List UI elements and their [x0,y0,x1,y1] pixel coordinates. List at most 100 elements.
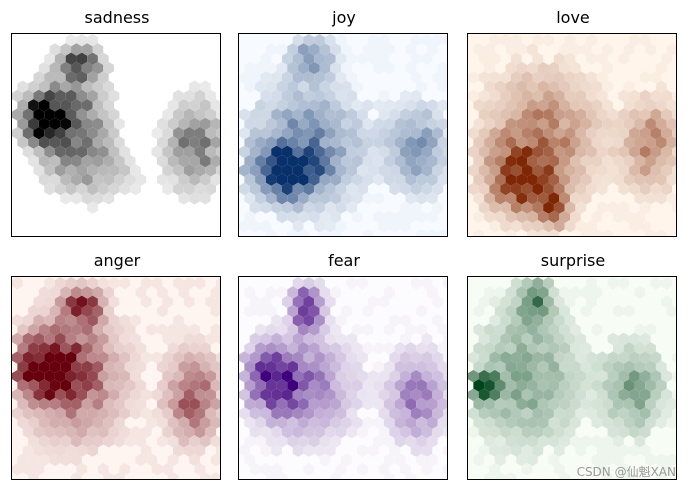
hexbin-cell [60,61,72,75]
hexbin-cell [38,435,50,448]
hexbin-cell [478,332,490,346]
hexbin-cell [346,201,358,214]
hexbin-cell [244,304,256,318]
hexbin-cell [28,304,39,318]
hexbin-cell [607,108,619,121]
hexbin-cell [205,145,217,158]
hexbin-cell [478,351,490,364]
hexbin-cell [92,173,104,186]
hexbin-cell [335,52,347,65]
hexbin-cell [389,407,401,420]
hexbin-cell [135,453,147,467]
hexbin-cell [271,407,282,420]
hexbin-cell [548,397,560,411]
hexbin-cell [49,136,61,149]
hexbin-cell [183,108,195,121]
hexbin-cell [510,351,522,364]
hexbin-cell [432,71,444,84]
hexbin-cell [607,277,619,290]
hexbin-cell [618,182,630,196]
hexbin-cell [119,164,131,177]
hexbin-cell [521,201,533,214]
hexbin-cell [405,379,417,392]
hexbin-cell [548,99,560,112]
hexbin-cell [505,435,517,448]
hexbin-cell [49,379,61,392]
hexbin-cell [416,453,427,467]
hexbin-cell [33,89,45,103]
hexbin-cell [260,127,272,140]
hexbin-cell [103,379,115,392]
hexbin-cell [97,370,109,383]
hexbin-cell [108,127,120,140]
hexbin-cell [292,52,304,65]
hexbin-cell [602,117,613,131]
hexbin-cell [12,351,23,364]
hexbin-cell [400,127,411,140]
hexbin-cell [76,388,88,401]
hexbin-cell [346,332,358,346]
hexbin-cell [378,370,390,383]
hexbin-cell [65,425,77,439]
hexbin-cell [162,332,174,346]
hexbin-cell [156,173,168,186]
hexbin-cell [575,201,587,214]
hexbin-cell [373,136,384,149]
hexbin-cell [639,425,651,439]
hexbin-cell [140,295,152,308]
hexbin-cell [484,210,495,224]
hexbin-cell [383,379,395,392]
hexbin-cell [298,173,309,186]
hexbin-cell [437,416,447,429]
hexbin-cell [629,444,640,457]
hexbin-cell [298,229,309,236]
hexbin-cell [298,304,309,318]
hexbin-cell [189,80,200,93]
hexbin-cell [22,108,34,121]
hexbin-cell [276,397,288,411]
hexbin-cell [416,192,427,205]
hexbin-cell [189,360,200,374]
hexbin-cell [314,201,325,214]
hexbin-cell [650,89,662,103]
hexbin-cell [276,117,288,131]
hexbin-cell [319,360,331,374]
hexbin-cell [210,360,220,374]
panel-title-surprise: surprise [540,251,606,270]
hexbin-cell [532,314,544,327]
hexbin-cell [521,463,533,476]
hexbin-cell [443,72,447,83]
hexbin-cell [341,397,352,411]
hexbin-cell [521,407,533,420]
hexbin-cell [260,52,272,65]
hexbin-cell [314,127,325,140]
hexbin-cell [335,182,347,196]
hexbin-cell [596,52,608,65]
hexbin-cell [537,173,549,186]
hexbin-cell [156,286,168,299]
hexbin-cell [298,192,309,205]
hexbin-cell [510,127,522,140]
hexbin-cell [494,323,506,336]
hexbin-cell [260,89,272,103]
hexbin-cell [553,127,565,140]
hexbin-cell [575,407,587,420]
hexbin-cell [108,89,120,103]
hexbin-cell [271,388,282,401]
hexbin-cell [443,127,447,139]
hexbin-cell [12,314,23,327]
hexbin-cell [156,360,168,374]
hexbin-cell [416,229,427,236]
hexbin-cell [44,425,55,439]
hexbin-cell [303,425,315,439]
hexbin-cell [92,99,104,112]
hexbin-cell [271,182,282,196]
hexbin-cell [410,201,422,214]
hexbin-cell [623,360,635,374]
hexbin-cell [650,71,662,84]
hexbin-cell [335,425,347,439]
hexbin-cell [468,182,479,196]
hexbin-cell [173,89,184,103]
hexbin-cell [564,164,576,177]
hexbin-cell [71,117,82,131]
